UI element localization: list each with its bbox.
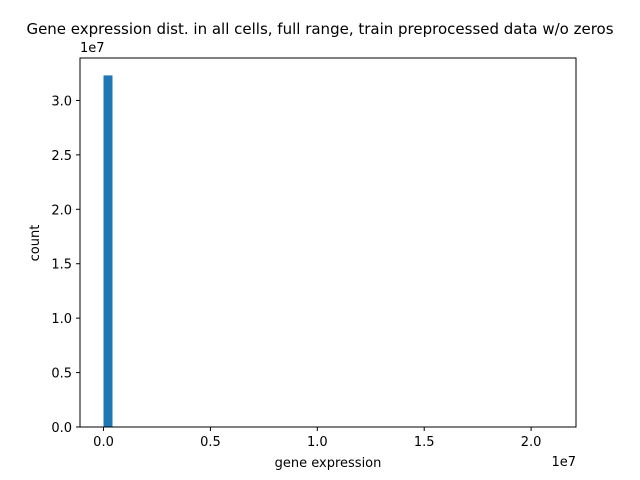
x-tick-label: 0.5 [200, 435, 221, 450]
y-tick-label: 1.5 [51, 258, 72, 273]
chart-title: Gene expression dist. in all cells, full… [26, 20, 613, 38]
x-tick-label: 0.0 [93, 435, 114, 450]
x-tick-label: 1.5 [414, 435, 435, 450]
y-axis-label: count [28, 225, 43, 262]
x-axis: 0.0 0.5 1.0 1.5 2.0 [93, 427, 541, 450]
plot-area [103, 75, 113, 428]
x-offset-label: 1e7 [551, 455, 576, 470]
y-tick-label: 0.0 [51, 421, 72, 436]
y-tick-label: 2.5 [51, 149, 72, 164]
y-tick-label: 3.0 [51, 94, 72, 109]
axes-frame [79, 57, 577, 428]
x-tick-label: 1.0 [307, 435, 328, 450]
y-offset-label: 1e7 [80, 41, 105, 56]
histogram-bar-0 [103, 75, 113, 428]
y-tick-label: 0.5 [51, 367, 72, 382]
x-axis-label: gene expression [275, 456, 382, 471]
x-tick-label: 2.0 [521, 435, 542, 450]
y-tick-label: 1.0 [51, 312, 72, 327]
y-axis: 0.0 0.5 1.0 1.5 2.0 2.5 3.0 [51, 94, 80, 436]
y-tick-label: 2.0 [51, 203, 72, 218]
